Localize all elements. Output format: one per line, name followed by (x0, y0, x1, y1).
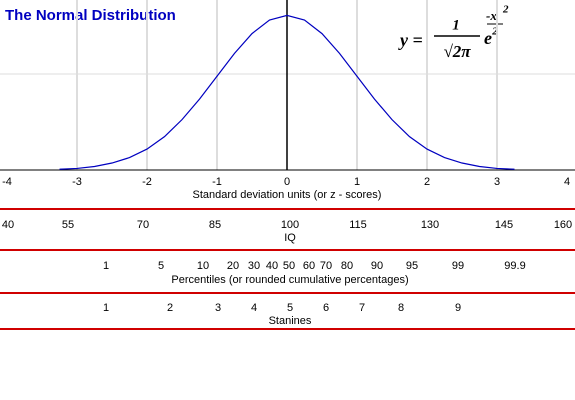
formula-lhs: y = (398, 30, 423, 50)
scale-tick-label: 7 (359, 302, 365, 314)
scale-tick-label: 5 (158, 260, 164, 272)
scale-tick-label: 50 (283, 260, 295, 272)
formula-numerator: 1 (452, 17, 460, 33)
x-tick-label: -1 (212, 176, 222, 188)
x-tick-label: -2 (142, 176, 152, 188)
scale-tick-label: 8 (398, 302, 404, 314)
scale-label: IQ (284, 232, 296, 244)
scale-tick-label: 1 (103, 302, 109, 314)
scale-tick-label: 70 (137, 219, 149, 231)
scale-tick-label: 145 (495, 219, 513, 231)
scale-tick-label: 100 (281, 219, 299, 231)
x-tick-label: 3 (494, 176, 500, 188)
x-tick-label: 4 (564, 176, 570, 188)
x-tick-label: 2 (424, 176, 430, 188)
scale-tick-label: 90 (371, 260, 383, 272)
scale-tick-label: 30 (248, 260, 260, 272)
scale-tick-label: 70 (320, 260, 332, 272)
x-axis-label: Standard deviation units (or z - scores) (193, 189, 382, 201)
scale-tick-label: 160 (554, 219, 572, 231)
curve (59, 14, 515, 170)
formula-exponent: -x (486, 8, 497, 23)
scale-tick-label: 55 (62, 219, 74, 231)
scale-tick-label: 99 (452, 260, 464, 272)
formula-exponent-power: 2 (502, 4, 509, 16)
scale-tick-label: 3 (215, 302, 221, 314)
scale-label: Percentiles (or rounded cumulative perce… (171, 274, 408, 286)
formula-denominator: √2π (443, 42, 471, 61)
scale-tick-label: 9 (455, 302, 461, 314)
scale-tick-label: 95 (406, 260, 418, 272)
formula-base: e (484, 28, 492, 48)
scale-tick-label: 10 (197, 260, 209, 272)
scale-tick-label: 99.9 (504, 260, 525, 272)
scale-tick-label: 115 (349, 219, 367, 231)
scale-tick-label: 5 (287, 302, 293, 314)
scale-tick-label: 130 (421, 219, 439, 231)
x-tick-label: 1 (354, 176, 360, 188)
x-tick-label: -4 (2, 176, 12, 188)
formula: y = 1 √2π e -x 2 2 (398, 4, 509, 61)
scale-tick-label: 40 (266, 260, 278, 272)
scale-tick-label: 2 (167, 302, 173, 314)
scale-tick-label: 6 (323, 302, 329, 314)
scale-tick-label: 40 (2, 219, 14, 231)
scale-tick-label: 85 (209, 219, 221, 231)
scale-tick-label: 20 (227, 260, 239, 272)
scale-tick-label: 1 (103, 260, 109, 272)
scale-tick-label: 60 (303, 260, 315, 272)
x-tick-label: 0 (284, 176, 290, 188)
formula-exponent-denominator: 2 (491, 26, 498, 38)
scale-tick-label: 80 (341, 260, 353, 272)
scale-label: Stanines (269, 315, 312, 327)
scale-tick-label: 4 (251, 302, 257, 314)
x-tick-label: -3 (72, 176, 82, 188)
chart-title: The Normal Distribution (5, 7, 176, 24)
